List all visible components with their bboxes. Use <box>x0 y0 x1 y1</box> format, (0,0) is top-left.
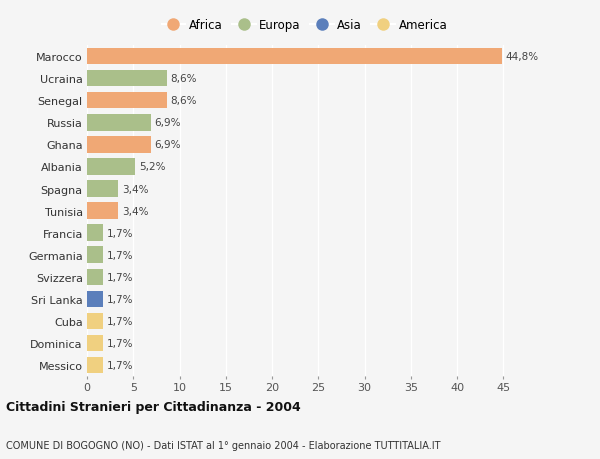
Text: 1,7%: 1,7% <box>106 228 133 238</box>
Text: 3,4%: 3,4% <box>122 206 149 216</box>
Text: COMUNE DI BOGOGNO (NO) - Dati ISTAT al 1° gennaio 2004 - Elaborazione TUTTITALIA: COMUNE DI BOGOGNO (NO) - Dati ISTAT al 1… <box>6 440 440 450</box>
Text: 1,7%: 1,7% <box>106 316 133 326</box>
Text: 6,9%: 6,9% <box>155 118 181 128</box>
Bar <box>87 291 103 308</box>
Text: 1,7%: 1,7% <box>106 272 133 282</box>
Legend: Africa, Europa, Asia, America: Africa, Europa, Asia, America <box>161 19 448 32</box>
Bar <box>87 357 103 374</box>
Text: 3,4%: 3,4% <box>122 184 149 194</box>
Text: 1,7%: 1,7% <box>106 294 133 304</box>
Bar <box>87 137 151 153</box>
Text: 44,8%: 44,8% <box>505 52 538 62</box>
Bar <box>87 49 502 65</box>
Text: 6,9%: 6,9% <box>155 140 181 150</box>
Text: 1,7%: 1,7% <box>106 360 133 370</box>
Bar <box>87 93 167 109</box>
Text: 8,6%: 8,6% <box>170 96 197 106</box>
Bar <box>87 71 167 87</box>
Bar <box>87 181 118 197</box>
Bar <box>87 203 118 219</box>
Bar <box>87 159 135 175</box>
Bar <box>87 335 103 352</box>
Bar <box>87 313 103 330</box>
Text: 8,6%: 8,6% <box>170 74 197 84</box>
Text: 5,2%: 5,2% <box>139 162 166 172</box>
Bar <box>87 247 103 263</box>
Text: 1,7%: 1,7% <box>106 338 133 348</box>
Text: 1,7%: 1,7% <box>106 250 133 260</box>
Text: Cittadini Stranieri per Cittadinanza - 2004: Cittadini Stranieri per Cittadinanza - 2… <box>6 400 301 413</box>
Bar <box>87 115 151 131</box>
Bar <box>87 225 103 241</box>
Bar <box>87 269 103 285</box>
